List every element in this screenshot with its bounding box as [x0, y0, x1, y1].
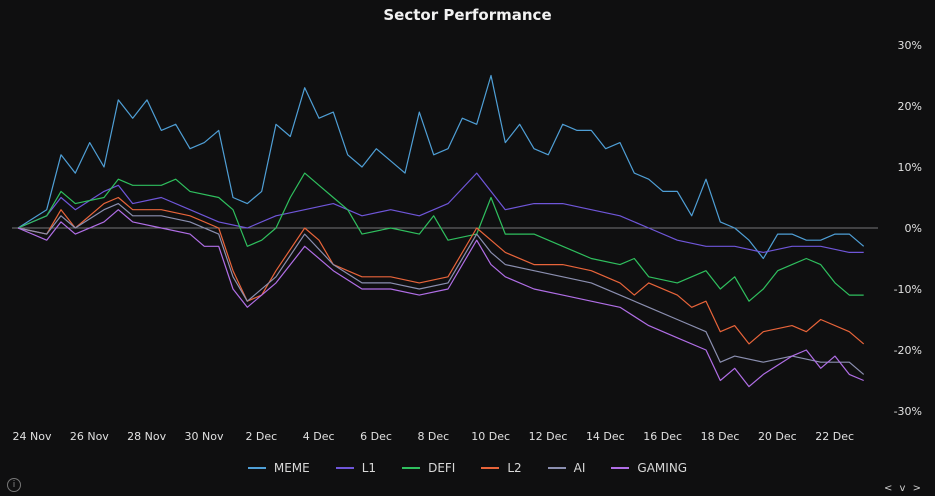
legend-swatch [247, 467, 266, 469]
legend-swatch [611, 467, 630, 469]
legend-item-l1[interactable]: L1 [335, 461, 377, 475]
series-line-l1 [17, 172, 864, 253]
x-tick-label: 14 Dec [586, 430, 625, 443]
legend-swatch [402, 467, 421, 469]
y-axis-ticks: 30% 20% 10% 0% -10% -20% -30% [894, 39, 922, 418]
y-tick-label: 20% [898, 100, 922, 113]
x-tick-label: 10 Dec [471, 430, 510, 443]
legend-item-l2[interactable]: L2 [481, 461, 522, 475]
x-tick-label: 24 Nov [13, 430, 52, 443]
y-tick-label: 30% [898, 39, 922, 52]
y-tick-label: 0% [905, 222, 922, 235]
x-axis-ticks: 24 Nov 26 Nov 28 Nov 30 Nov 2 Dec 4 Dec 6 Dec 8… [13, 430, 855, 443]
y-tick-label: -20% [894, 344, 922, 357]
x-tick-label: 22 Dec [815, 430, 854, 443]
x-tick-label: 4 Dec [303, 430, 335, 443]
x-tick-label: 18 Dec [701, 430, 740, 443]
series-line-gaming [17, 209, 864, 388]
legend-item-ai[interactable]: AI [547, 461, 586, 475]
legend-label: L1 [361, 461, 377, 475]
series-line-defi [17, 172, 864, 302]
legend: MEME L1 DEFI L2 AI GAMING [0, 461, 935, 475]
legend-label: AI [573, 461, 586, 475]
chart-title: Sector Performance [383, 6, 552, 24]
series-lines [17, 74, 865, 388]
series-line-ai [17, 203, 865, 375]
series-line-meme [17, 74, 865, 260]
x-tick-label: 16 Dec [643, 430, 682, 443]
x-tick-label: 30 Nov [185, 430, 224, 443]
y-tick-label: 10% [898, 161, 922, 174]
x-tick-label: 8 Dec [417, 430, 449, 443]
x-tick-label: 20 Dec [758, 430, 797, 443]
x-tick-label: 28 Nov [127, 430, 166, 443]
x-tick-label: 26 Nov [70, 430, 109, 443]
legend-label: MEME [273, 461, 310, 475]
legend-item-gaming[interactable]: GAMING [611, 461, 687, 475]
legend-swatch [481, 467, 500, 469]
legend-item-defi[interactable]: DEFI [402, 461, 455, 475]
x-tick-label: 2 Dec [245, 430, 277, 443]
legend-swatch [547, 467, 566, 469]
info-icon[interactable]: i [7, 478, 21, 492]
chart-nav-arrows[interactable]: < v > [883, 483, 923, 494]
legend-item-meme[interactable]: MEME [247, 461, 310, 475]
y-tick-label: -30% [894, 405, 922, 418]
legend-swatch [335, 467, 354, 469]
x-tick-label: 6 Dec [360, 430, 392, 443]
y-tick-label: -10% [894, 283, 922, 296]
legend-label: L2 [507, 461, 522, 475]
series-line-l2 [17, 196, 865, 345]
legend-label: DEFI [428, 461, 456, 475]
legend-label: GAMING [637, 461, 688, 475]
x-tick-label: 12 Dec [529, 430, 568, 443]
